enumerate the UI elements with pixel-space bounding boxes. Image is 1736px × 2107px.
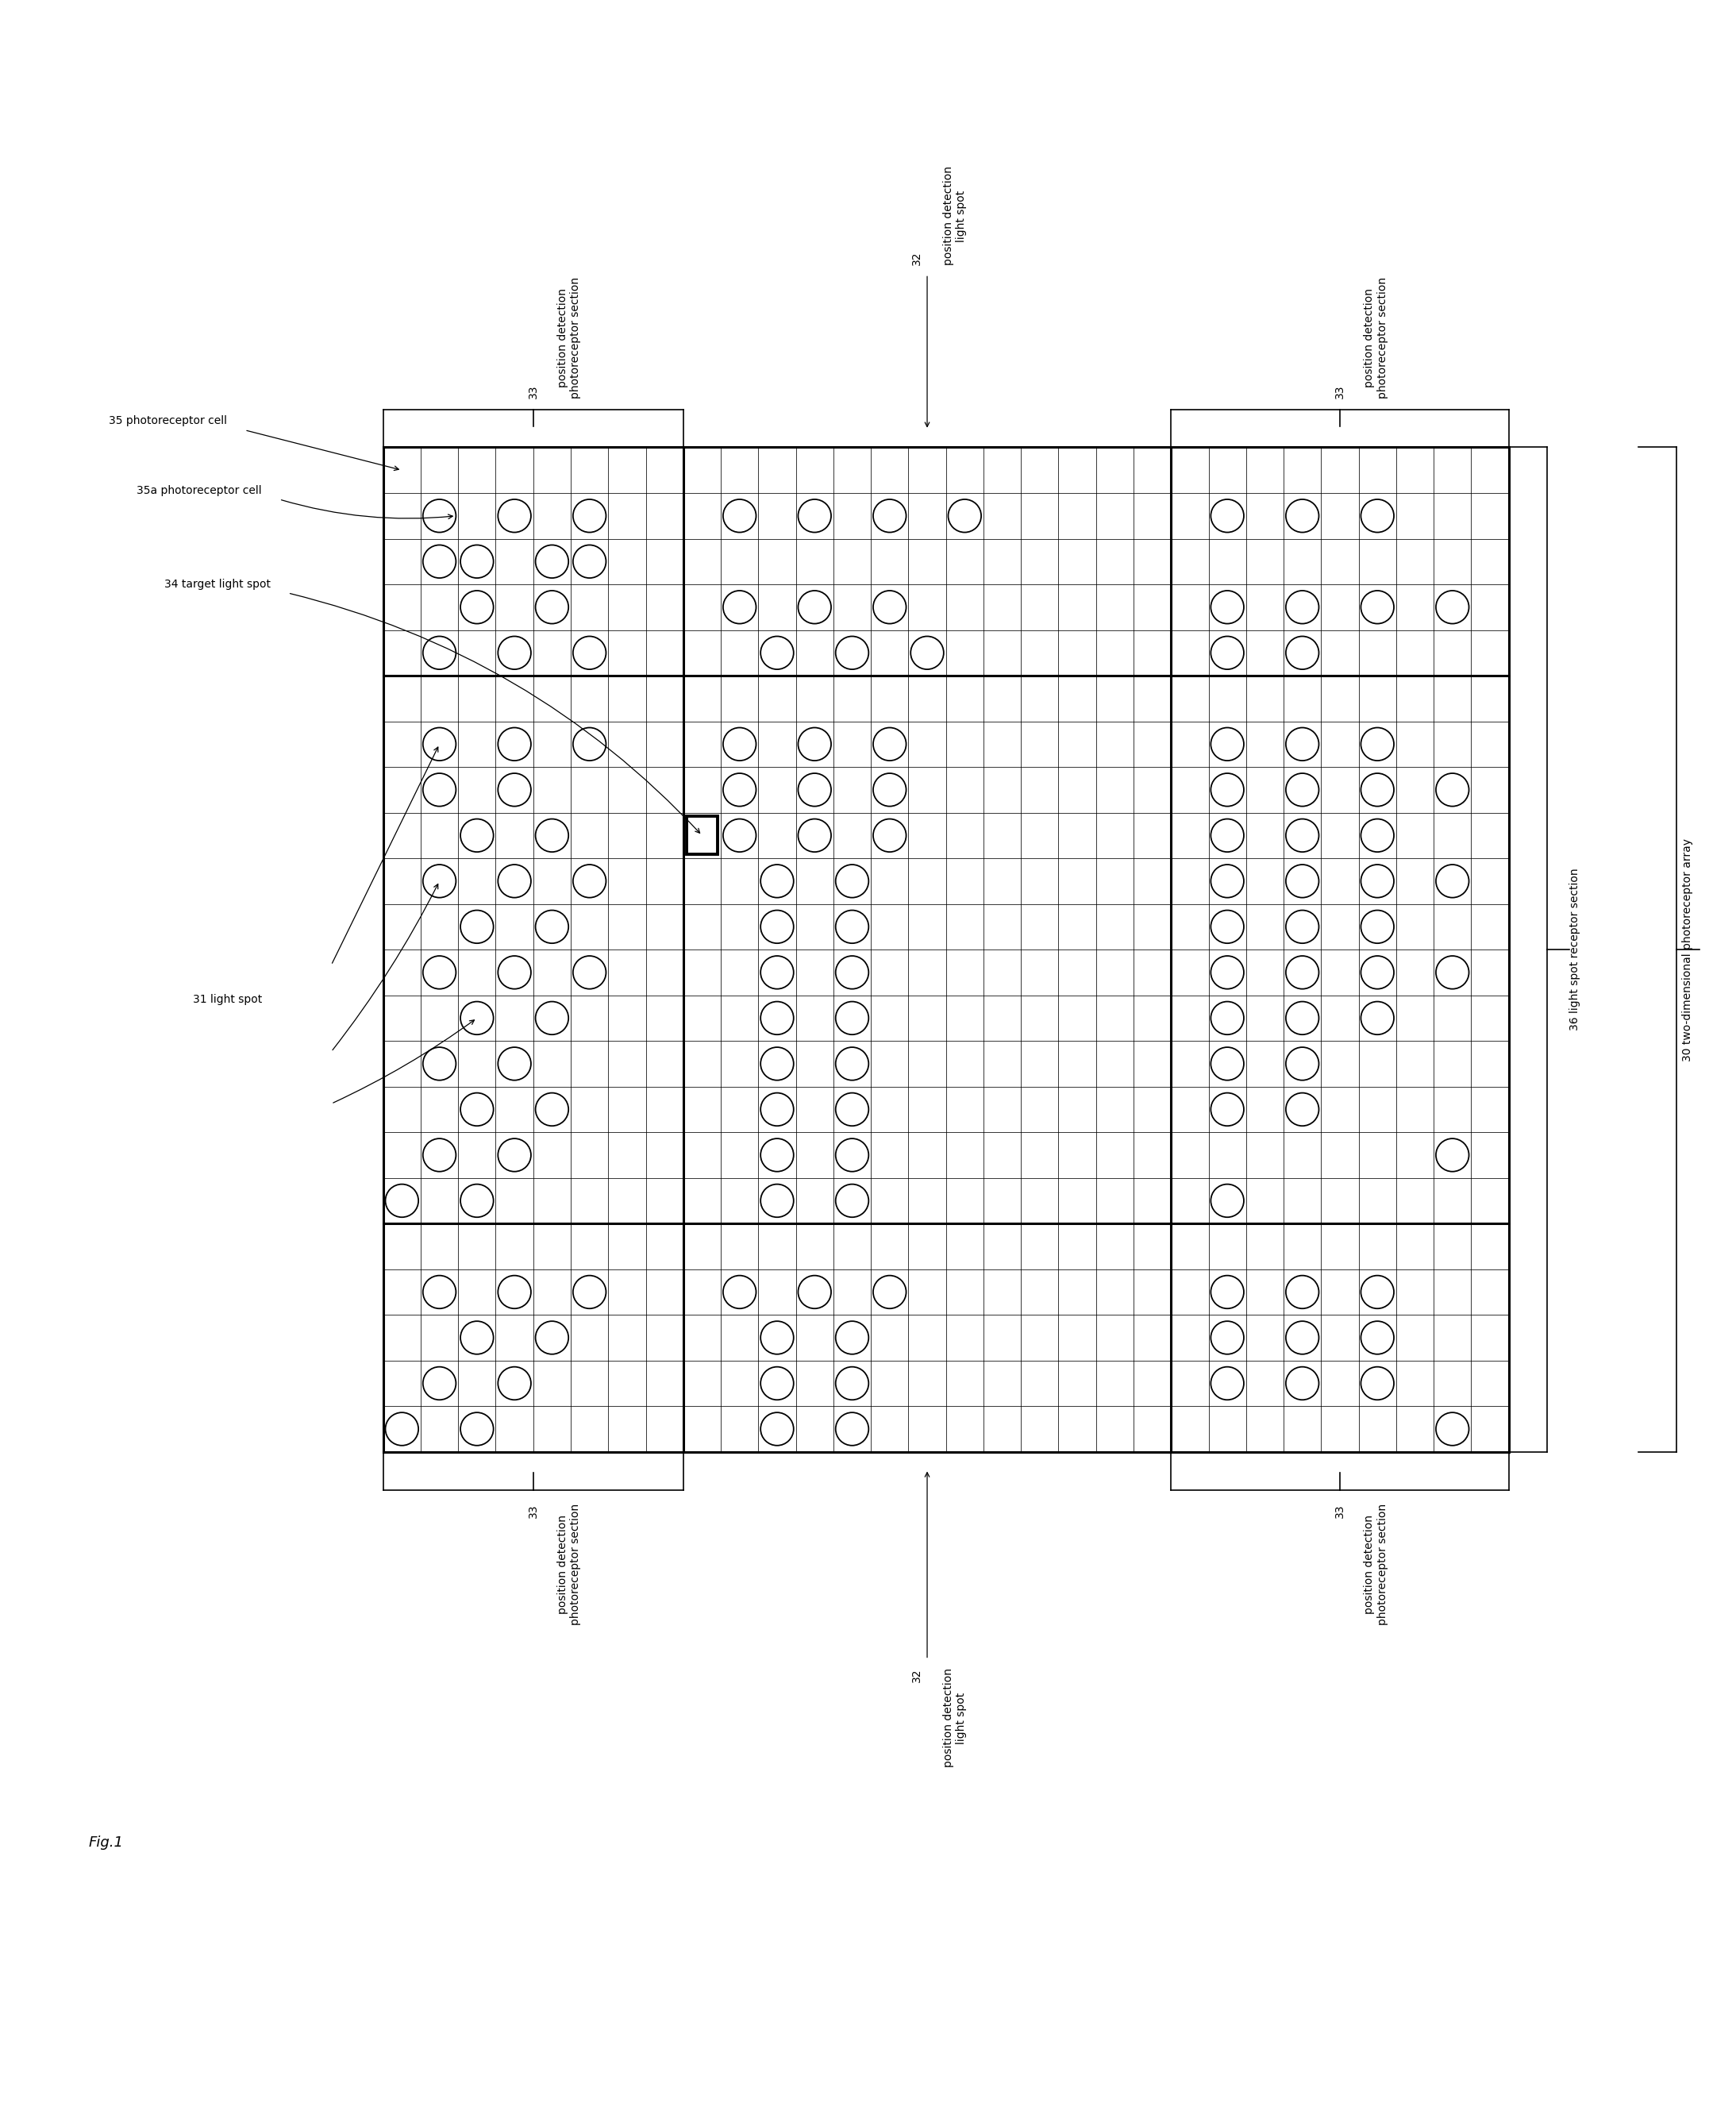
Text: position detection
photoreceptor section: position detection photoreceptor section [557,1504,582,1624]
Text: 33: 33 [528,386,538,398]
Text: 32: 32 [911,1669,922,1681]
Text: 36 light spot receptor section: 36 light spot receptor section [1569,868,1580,1030]
Bar [686,815,717,855]
Text: 30 two-dimensional photoreceptor array: 30 two-dimensional photoreceptor array [1682,839,1693,1062]
Text: Fig.1: Fig.1 [89,1835,123,1850]
Text: 33: 33 [1335,1504,1345,1517]
Text: position detection
photoreceptor section: position detection photoreceptor section [1364,1504,1389,1624]
Text: position detection
photoreceptor section: position detection photoreceptor section [557,278,582,398]
Text: 31 light spot: 31 light spot [193,995,262,1005]
Text: 35 photoreceptor cell: 35 photoreceptor cell [109,415,227,426]
Text: 35a photoreceptor cell: 35a photoreceptor cell [137,485,262,495]
Text: 34 target light spot: 34 target light spot [165,579,271,590]
Text: position detection
light spot: position detection light spot [943,166,967,265]
Text: 32: 32 [911,251,922,265]
Text: position detection
photoreceptor section: position detection photoreceptor section [1364,278,1389,398]
Text: position detection
light spot: position detection light spot [943,1669,967,1768]
Text: 33: 33 [1335,386,1345,398]
Text: 33: 33 [528,1504,538,1517]
